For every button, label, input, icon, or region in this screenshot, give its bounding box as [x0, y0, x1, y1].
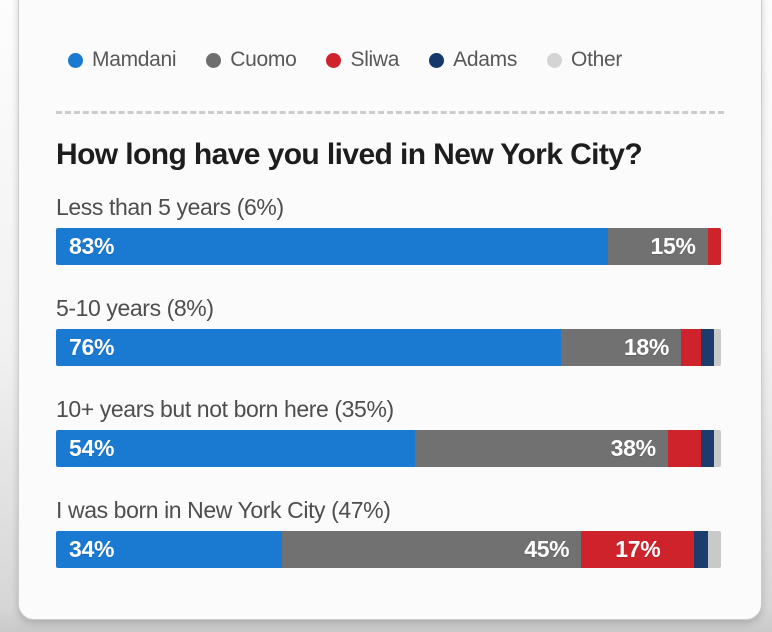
- bar-segment-sliwa: 17%: [581, 531, 695, 568]
- legend-item-other: Other: [547, 48, 622, 72]
- bar-segment-other: [707, 531, 721, 568]
- bar-segment-mamdani: 76%: [56, 329, 562, 366]
- mamdani-dot-icon: [68, 52, 83, 68]
- bar-segment-sliwa: [707, 228, 721, 265]
- bar-value-label: 18%: [623, 334, 670, 360]
- chart-row-born-in-nyc: I was born in New York City (47%) 34% 45%…: [56, 495, 761, 568]
- bar-segment-adams: [701, 329, 715, 366]
- bar-segment-cuomo: 45%: [282, 531, 582, 568]
- bar-value-label: 54%: [69, 435, 115, 461]
- row-label: Less than 5 years (6%): [56, 194, 284, 220]
- bar-segment-mamdani: 54%: [56, 430, 416, 467]
- chart-row-10-plus-years: 10+ years but not born here (35%) 54% 38%: [56, 394, 761, 467]
- bar-segment-adams: [701, 430, 715, 467]
- bar-segment-cuomo: 15%: [607, 228, 708, 265]
- stacked-bar: 76% 18%: [56, 329, 721, 366]
- legend-label-mamdani: Mamdani: [92, 48, 177, 71]
- bar-segment-cuomo: 38%: [415, 430, 668, 467]
- legend: Mamdani Cuomo Sliwa Adams Other: [68, 47, 761, 73]
- chart-title: How long have you lived in New York City…: [56, 138, 643, 171]
- stacked-bar: 54% 38%: [56, 430, 721, 467]
- legend-label-cuomo: Cuomo: [230, 48, 297, 71]
- sliwa-dot-icon: [326, 52, 342, 68]
- row-label: I was born in New York City (47%): [56, 497, 391, 523]
- bar-value-label: 15%: [650, 233, 696, 259]
- bar-value-label: 83%: [69, 233, 115, 259]
- legend-label-adams: Adams: [453, 48, 518, 71]
- legend-item-mamdani: Mamdani: [68, 48, 177, 72]
- bar-segment-mamdani: 34%: [56, 531, 283, 568]
- bar-value-label: 34%: [69, 536, 115, 562]
- bar-value-label: 17%: [615, 536, 661, 562]
- bar-value-label: 76%: [69, 334, 115, 360]
- bar-segment-sliwa: [667, 430, 702, 467]
- other-dot-icon: [547, 52, 563, 68]
- legend-item-sliwa: Sliwa: [326, 48, 399, 72]
- adams-dot-icon: [429, 52, 445, 68]
- poll-card: Mamdani Cuomo Sliwa Adams Other How long…: [18, 0, 762, 620]
- bar-value-label: 45%: [524, 536, 570, 562]
- chart-rows: Less than 5 years (6%) 83% 15% 5-10 years…: [56, 192, 761, 568]
- stacked-bar: 83% 15%: [56, 228, 721, 265]
- legend-item-cuomo: Cuomo: [206, 48, 297, 72]
- row-label: 5-10 years (8%): [56, 295, 214, 321]
- row-label: 10+ years but not born here (35%): [56, 396, 394, 422]
- stacked-bar: 34% 45% 17%: [56, 531, 721, 568]
- bar-segment-mamdani: 83%: [56, 228, 608, 265]
- bar-value-label: 38%: [610, 435, 656, 461]
- cuomo-dot-icon: [206, 52, 222, 68]
- bar-segment-adams: [694, 531, 708, 568]
- chart-row-5-10-years: 5-10 years (8%) 76% 18%: [56, 293, 761, 366]
- bar-segment-sliwa: [681, 329, 702, 366]
- legend-label-sliwa: Sliwa: [350, 48, 400, 71]
- bar-segment-other: [714, 430, 721, 467]
- bar-segment-other: [714, 329, 721, 366]
- dashed-divider: [56, 111, 724, 114]
- chart-row-less-than-5-years: Less than 5 years (6%) 83% 15%: [56, 192, 761, 265]
- bar-segment-cuomo: 18%: [561, 329, 682, 366]
- legend-item-adams: Adams: [429, 48, 517, 72]
- legend-label-other: Other: [571, 48, 623, 71]
